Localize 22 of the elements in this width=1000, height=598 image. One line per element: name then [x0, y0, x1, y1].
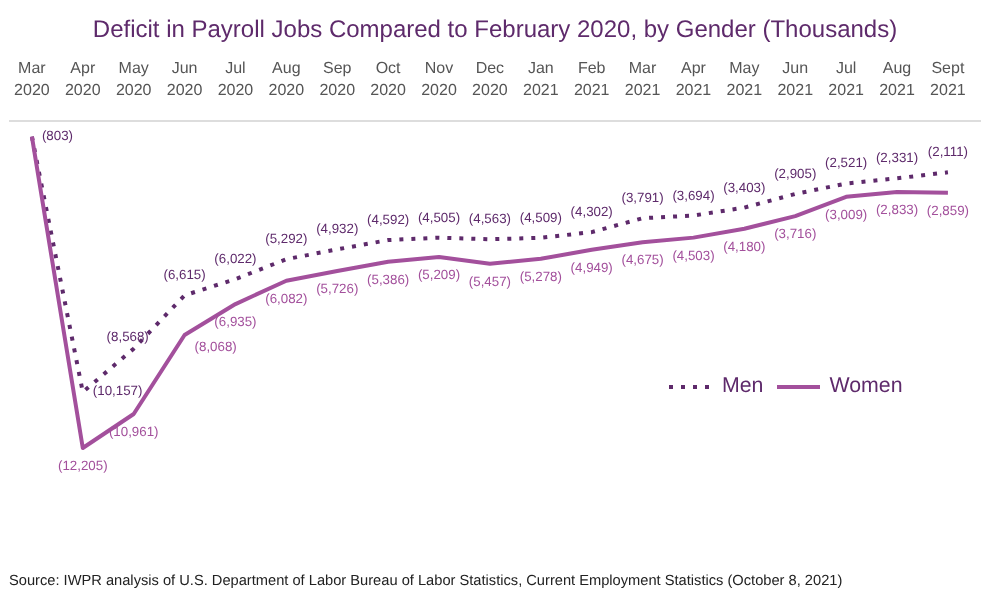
x-tick-label: Dec 2020 [472, 59, 509, 99]
x-tick-label: Jun 2020 [166, 59, 204, 99]
chart-title: Deficit in Payroll Jobs Compared to February 2020, by Gender (Thousands) [92, 15, 898, 43]
x-tick-label: Mar 2021 [624, 59, 662, 99]
legend-label: Women [829, 374, 903, 398]
x-tick-label: Aug 2021 [879, 59, 916, 99]
x-tick-label: May 2020 [115, 59, 153, 99]
x-tick-label: Feb 2021 [573, 59, 611, 99]
x-tick-label: Apr 2020 [64, 59, 102, 99]
x-tick-label: Sep 2020 [319, 59, 357, 99]
x-tick-label: Jul 2020 [217, 59, 255, 99]
x-tick-label: Jan 2021 [523, 59, 560, 99]
x-tick-label: Nov 2020 [421, 59, 458, 99]
x-tick-label: Sept 2021 [930, 59, 967, 99]
x-tick-label: Aug 2020 [268, 59, 306, 99]
x-tick-label: Apr 2021 [675, 59, 713, 99]
x-tick-label: Mar 2020 [14, 59, 51, 99]
x-tick-label: Oct 2020 [370, 59, 408, 99]
x-tick-label: May 2021 [726, 59, 764, 99]
x-tick-label: Jul 2021 [828, 59, 866, 99]
legend-label: Men [722, 374, 764, 398]
x-tick-label: Jun 2021 [777, 59, 815, 99]
